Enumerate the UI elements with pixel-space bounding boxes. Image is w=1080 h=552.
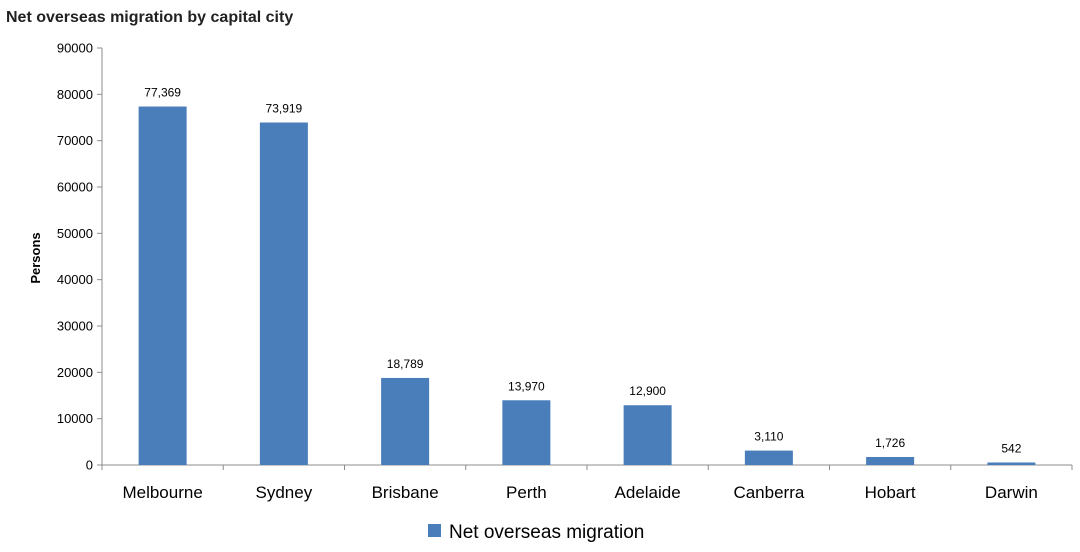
legend-swatch xyxy=(428,524,441,537)
bar-canberra xyxy=(744,450,793,465)
bar-darwin xyxy=(987,462,1036,465)
x-tick-label-hobart: Hobart xyxy=(865,483,916,502)
data-label-darwin: 542 xyxy=(1001,441,1021,455)
y-tick-label: 90000 xyxy=(57,41,93,56)
data-label-canberra: 3,110 xyxy=(754,430,783,444)
x-tick-label-perth: Perth xyxy=(506,483,547,502)
x-tick-label-melbourne: Melbourne xyxy=(122,483,202,502)
bar-brisbane xyxy=(381,377,430,465)
y-tick-label: 50000 xyxy=(57,226,93,241)
bar-perth xyxy=(502,400,551,465)
y-tick-label: 30000 xyxy=(57,319,93,334)
data-label-hobart: 1,726 xyxy=(875,436,905,450)
legend-label: Net overseas migration xyxy=(449,522,644,543)
bar-adelaide xyxy=(623,405,672,465)
x-tick-label-darwin: Darwin xyxy=(985,483,1038,502)
y-tick-label: 0 xyxy=(86,458,93,473)
legend: Net overseas migration xyxy=(428,522,644,543)
data-label-adelaide: 12,900 xyxy=(629,384,666,398)
bar-sydney xyxy=(259,122,308,465)
x-tick-label-sydney: Sydney xyxy=(256,483,313,502)
y-axis-label: Persons xyxy=(28,232,43,283)
y-tick-label: 20000 xyxy=(57,365,93,380)
bar-hobart xyxy=(866,457,915,465)
y-tick-label: 10000 xyxy=(57,411,93,426)
axes: 0 10000 20000 30000 40000 50000 60000 70000 8000… xyxy=(57,41,1073,502)
y-tick-label: 40000 xyxy=(57,272,93,287)
bars: 77,369 73,919 18,789 13,970 12,900 3,110 1,726… xyxy=(138,86,1036,466)
bar-melbourne xyxy=(138,106,187,466)
x-tick-label-brisbane: Brisbane xyxy=(372,483,439,502)
data-label-perth: 13,970 xyxy=(508,379,545,393)
y-tick-label: 70000 xyxy=(57,133,93,148)
y-tick-label: 60000 xyxy=(57,180,93,195)
x-tick-label-adelaide: Adelaide xyxy=(615,483,681,502)
data-label-sydney: 73,919 xyxy=(266,102,303,116)
chart-title: Net overseas migration by capital city xyxy=(6,9,294,26)
y-tick-label: 80000 xyxy=(57,87,93,102)
x-tick-label-canberra: Canberra xyxy=(733,483,804,502)
data-label-brisbane: 18,789 xyxy=(387,357,424,371)
data-label-melbourne: 77,369 xyxy=(144,86,181,100)
